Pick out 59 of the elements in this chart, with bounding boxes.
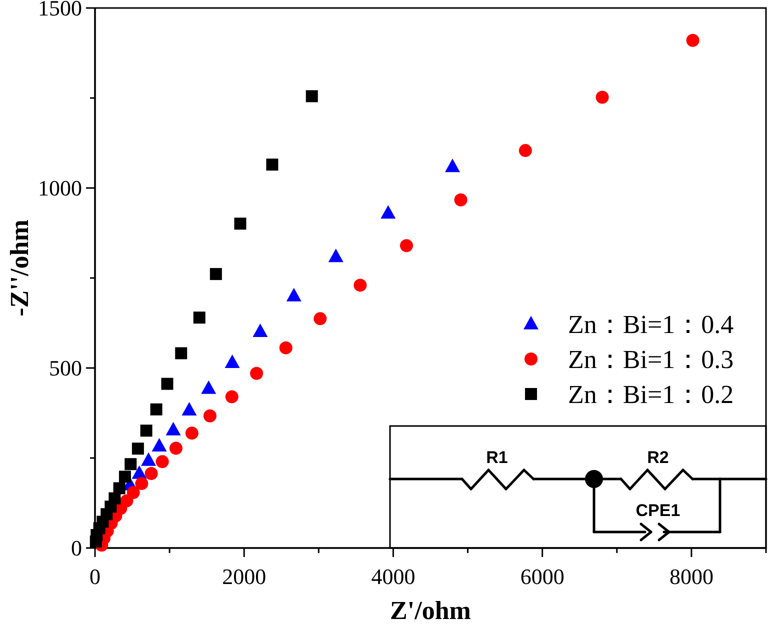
point [152, 438, 167, 452]
point [166, 422, 181, 436]
x-tick-label: 2000 [222, 564, 266, 589]
legend-label: Zn：Bi=1：0.4 [568, 310, 734, 339]
point [193, 312, 206, 324]
point [314, 312, 327, 326]
x-tick-label: 0 [90, 564, 100, 589]
annotation: R2 [647, 448, 669, 467]
point [201, 380, 216, 394]
x-axis-title: Z'/ohm [390, 596, 472, 625]
point [169, 442, 182, 455]
point [144, 466, 158, 480]
y-tick-label: 1500 [38, 0, 82, 20]
point [380, 205, 396, 219]
point [185, 426, 198, 440]
point [124, 458, 137, 470]
point [90, 536, 102, 548]
x-tick-label: 8000 [669, 564, 714, 589]
point [224, 354, 240, 368]
point [118, 470, 131, 483]
point [454, 193, 468, 206]
x-tick-label: 4000 [371, 564, 416, 589]
point [126, 486, 140, 500]
y-axis-title: -Z''/ohm [5, 219, 34, 316]
annotation: CPE1 [636, 501, 680, 520]
point [140, 424, 152, 437]
legend-label: Zn：Bi=1：0.2 [568, 380, 734, 409]
point [113, 482, 126, 494]
point [444, 158, 460, 172]
point [132, 442, 144, 455]
point [234, 218, 246, 230]
point [182, 402, 197, 416]
annotation: R1 [486, 448, 508, 467]
x-tick-label: 6000 [520, 564, 564, 589]
point [306, 90, 318, 102]
point [210, 268, 222, 280]
point [286, 288, 302, 302]
point [161, 378, 174, 390]
point [686, 34, 700, 47]
point [400, 239, 413, 252]
point [175, 347, 188, 360]
point [328, 248, 344, 262]
point [156, 455, 169, 468]
y-tick-label: 0 [71, 536, 82, 560]
point [150, 403, 162, 416]
point [266, 158, 278, 171]
legend-label: Zn：Bi=1：0.3 [568, 345, 734, 374]
point [596, 90, 609, 104]
point [203, 409, 216, 422]
point [141, 452, 156, 466]
y-tick-label: 500 [49, 356, 82, 380]
point [250, 366, 264, 380]
point [518, 144, 532, 158]
point [225, 390, 238, 404]
point [279, 341, 292, 354]
point [135, 477, 148, 490]
y-tick-label: 1000 [38, 176, 82, 200]
point [252, 324, 268, 338]
point [354, 278, 367, 292]
